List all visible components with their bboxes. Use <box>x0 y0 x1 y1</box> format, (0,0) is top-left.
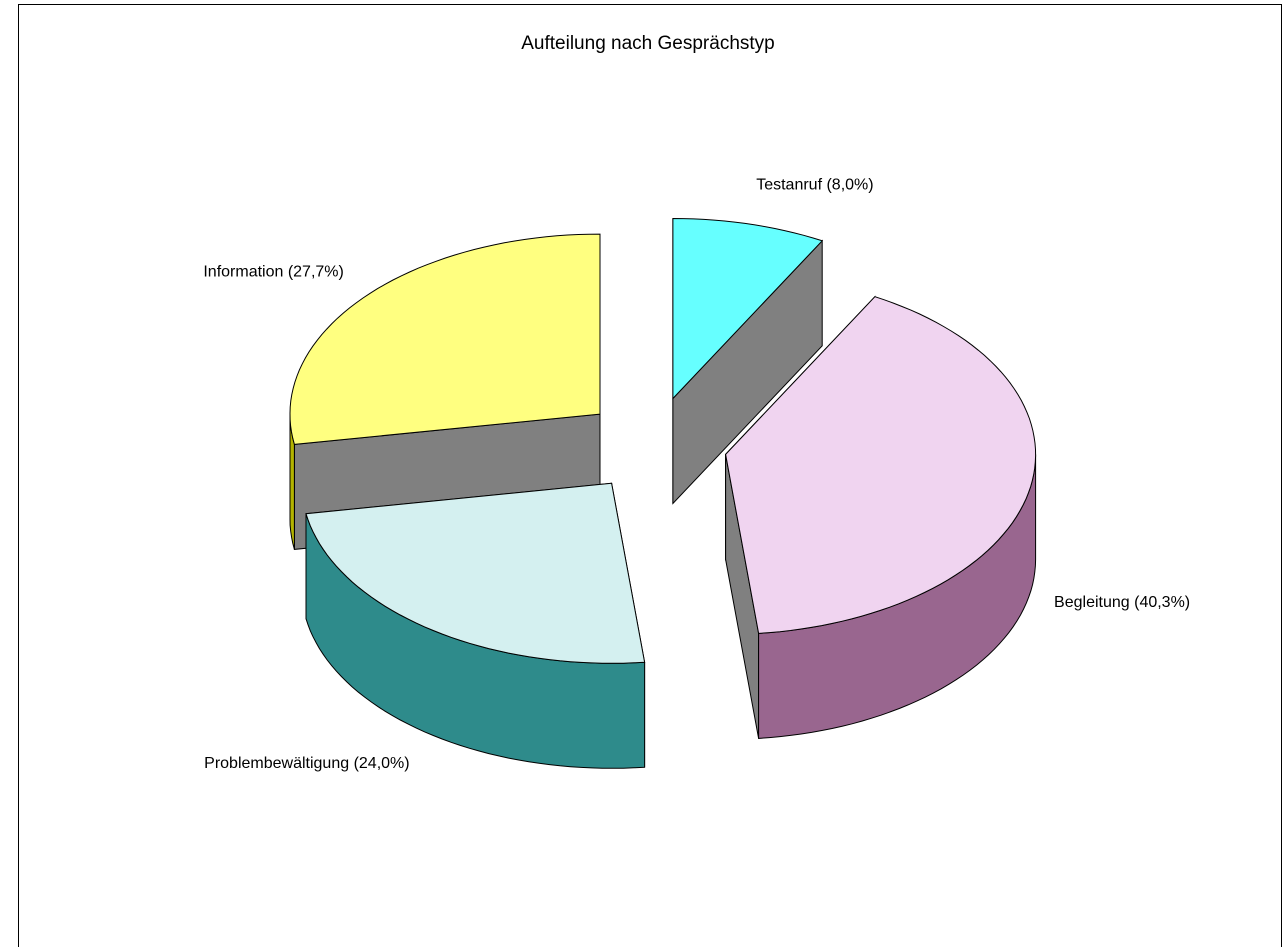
chart-title: Aufteilung nach Gesprächstyp <box>521 33 775 54</box>
data-label: Problembewältigung (24,0%) <box>204 755 409 772</box>
data-label: Begleitung (40,3%) <box>1054 594 1190 611</box>
slice <box>672 217 824 400</box>
slice <box>305 482 646 664</box>
slice <box>289 233 601 445</box>
chart-frame <box>18 4 1282 947</box>
slice <box>725 296 1037 634</box>
data-label: Information (27,7%) <box>203 263 344 280</box>
data-label: Testanruf (8,0%) <box>756 177 873 194</box>
